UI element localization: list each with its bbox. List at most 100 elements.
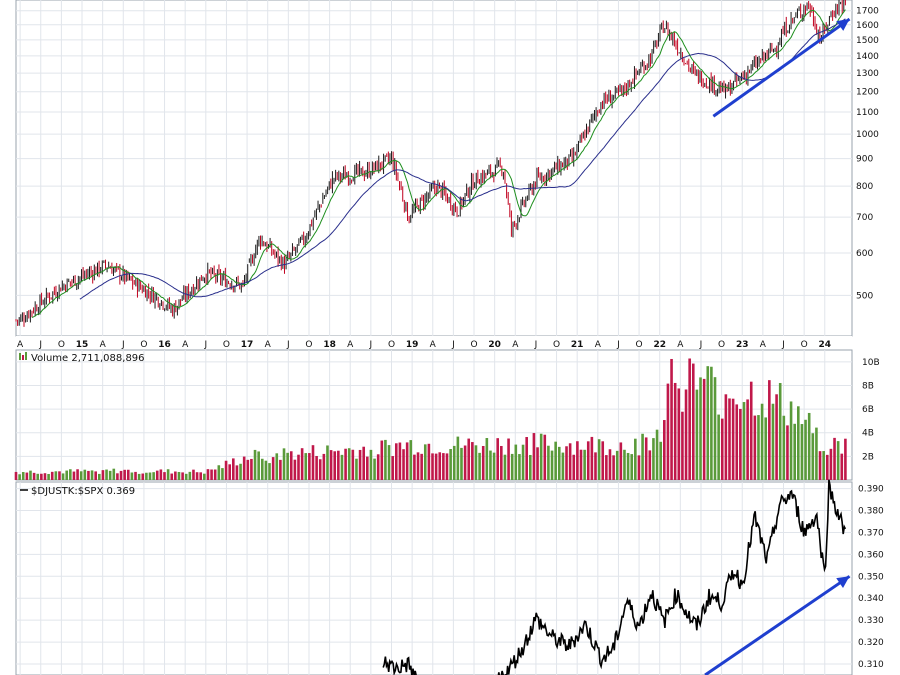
price-y-tick-label: 900 [856, 155, 873, 165]
volume-bar [670, 358, 673, 480]
volume-bar [688, 358, 691, 480]
x-tick-label: O [58, 340, 65, 350]
volume-bar [452, 445, 456, 480]
volume-bar [416, 452, 420, 480]
volume-bar [206, 469, 210, 480]
volume-bar [460, 447, 463, 480]
volume-bar [764, 417, 768, 480]
x-tick-label: J [369, 340, 373, 350]
volume-bar [789, 401, 793, 480]
volume-bar [420, 453, 423, 480]
x-tick-label: A [512, 340, 519, 350]
volume-bar [572, 454, 576, 480]
x-tick-label: O [140, 340, 147, 350]
ratio-legend: $DJUSTK:$SPX 0.369 [20, 486, 135, 497]
volume-bar [72, 471, 76, 480]
volume-bar [105, 469, 108, 480]
x-tick-label: J [699, 340, 703, 350]
volume-bar [134, 471, 137, 480]
volume-bar [351, 449, 355, 480]
volume-bar [329, 450, 333, 480]
ratio-panel: 0.310 0.320 0.330 0.340 0.350 0.360 0.370 0.380… [15, 479, 884, 675]
volume-bar [282, 448, 286, 480]
volume-bar [409, 440, 413, 480]
volume-bar [148, 472, 152, 480]
volume-bar [210, 469, 213, 480]
volume-bar [242, 456, 246, 480]
ratio-y-tick-label: 0.310 [858, 660, 884, 670]
volume-bar [713, 377, 717, 480]
volume-bar [108, 470, 112, 480]
volume-bar [619, 442, 623, 480]
volume-bar [221, 468, 224, 480]
volume-bar [174, 471, 177, 480]
volume-bar [347, 448, 351, 480]
volume-bar [366, 456, 369, 480]
volume-bar [528, 454, 532, 480]
ratio-line [382, 479, 847, 675]
volume-y-tick-label: 4B [862, 429, 874, 439]
volume-bar [543, 434, 547, 480]
volume-bar [818, 451, 822, 480]
volume-bar [492, 452, 496, 480]
volume-bar [594, 452, 597, 480]
volume-bar [844, 438, 847, 480]
volume-bar [518, 454, 521, 480]
volume-bar [612, 455, 615, 480]
ratio-plot-area [15, 481, 853, 675]
x-tick-label: O [223, 340, 230, 350]
price-y-tick-label: 600 [856, 249, 873, 259]
volume-bar [423, 444, 427, 480]
volume-bar [539, 433, 543, 480]
ratio-y-tick-label: 0.350 [858, 572, 884, 582]
volume-bar [655, 429, 659, 480]
x-tick-label: O [305, 340, 312, 350]
x-tick-label: 19 [406, 340, 419, 350]
volume-bar [181, 472, 184, 480]
price-y-tick-label: 1400 [856, 52, 879, 62]
volume-bar [807, 412, 811, 480]
volume-bar [590, 436, 594, 480]
volume-bar [344, 448, 347, 480]
x-tick-label: A [182, 340, 189, 350]
volume-bar [69, 469, 72, 480]
ratio-trend-arrow-head [836, 576, 850, 589]
volume-bar [438, 452, 442, 480]
volume-bar [394, 443, 398, 480]
x-tick-label: 17 [241, 340, 254, 350]
ratio-y-tick-label: 0.390 [858, 485, 884, 495]
volume-bar [322, 453, 326, 480]
volume-bar [300, 448, 304, 480]
volume-bar [155, 470, 159, 480]
x-tick-label: A [17, 340, 24, 350]
volume-bar [626, 452, 630, 480]
volume-bar [684, 389, 688, 480]
price-y-tick-label: 1100 [856, 108, 879, 118]
volume-legend-icon [22, 355, 24, 360]
volume-bar [811, 433, 815, 480]
volume-y-axis: 2B 4B 6B 8B 10B [862, 358, 880, 463]
volume-bar [561, 452, 565, 480]
volume-bar [279, 459, 282, 480]
volume-bar [380, 440, 384, 480]
volume-bar [304, 453, 308, 480]
volume-bar [355, 458, 358, 480]
volume-legend: Volume 2,711,088,896 [19, 352, 145, 364]
volume-bar [576, 441, 579, 480]
volume-bar [65, 470, 69, 480]
x-tick-label: J [203, 340, 207, 350]
volume-bar [568, 443, 572, 480]
volume-bar [192, 469, 195, 480]
volume-bar [413, 454, 416, 480]
volume-bar [565, 446, 568, 480]
volume-bar [29, 470, 32, 480]
volume-bar [40, 473, 43, 480]
ratio-y-tick-label: 0.360 [858, 550, 884, 560]
price-trend-arrow-shaft [712, 17, 851, 118]
volume-y-tick-label: 10B [862, 358, 880, 368]
volume-bar [47, 473, 50, 480]
volume-bar [326, 445, 329, 480]
x-axis-band [16, 336, 852, 350]
volume-bar [471, 442, 474, 480]
